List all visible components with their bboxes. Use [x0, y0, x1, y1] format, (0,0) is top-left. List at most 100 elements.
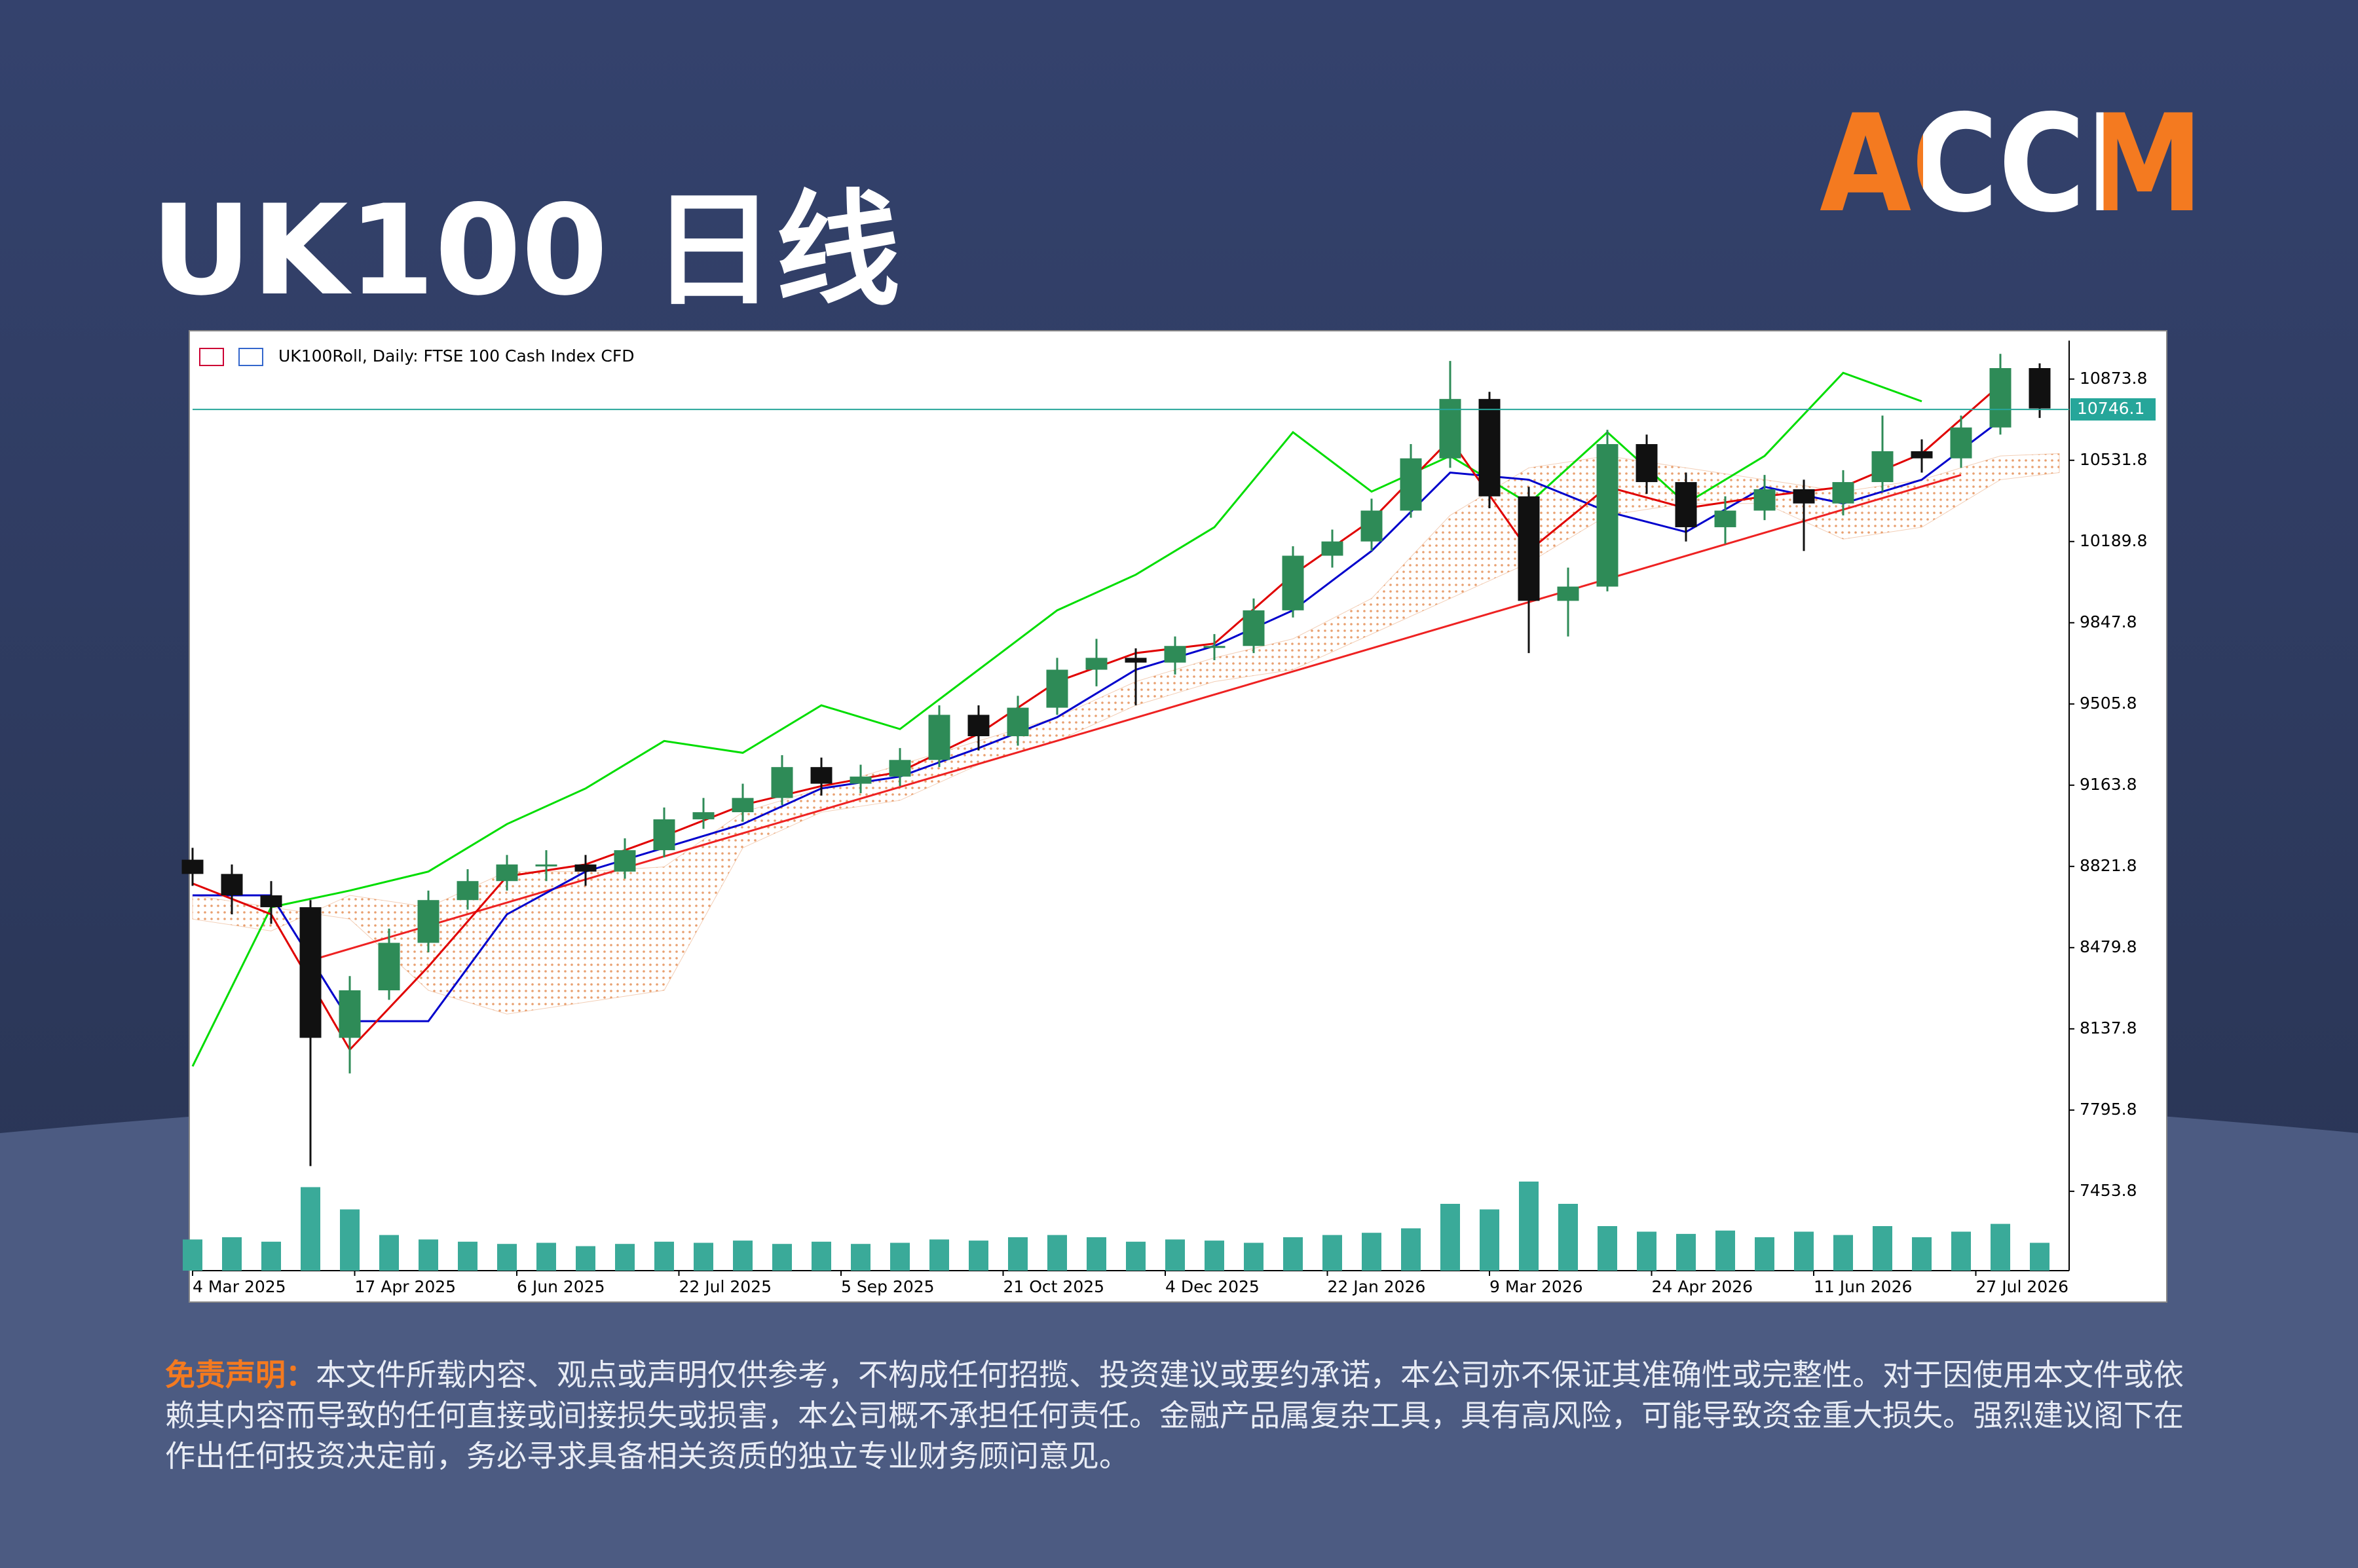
candle-body [810, 767, 833, 784]
y-tick-label: 7795.8 [2080, 1100, 2137, 1119]
candle-body [1714, 510, 1736, 527]
x-tick-label: 6 Jun 2025 [517, 1277, 605, 1296]
candle-body [1282, 555, 1304, 610]
candle-body [1753, 489, 1776, 511]
volume-bar [1322, 1235, 1342, 1271]
volume-bar [1087, 1237, 1106, 1271]
disclaimer-text: 本文件所载内容、观点或声明仅供参考，不构成任何招揽、投资建议或要约承诺，本公司亦… [165, 1357, 2184, 1474]
candle-body [850, 776, 872, 784]
volume-bar [379, 1235, 399, 1271]
candle-body [339, 990, 361, 1038]
y-tick-label: 7453.8 [2080, 1181, 2137, 1200]
candle-body [771, 767, 793, 798]
candle-body [260, 895, 282, 908]
candle-body [2029, 368, 2051, 409]
x-tick-label: 17 Apr 2025 [355, 1277, 457, 1296]
y-tick-label: 9163.8 [2080, 775, 2137, 794]
candle-body [1793, 489, 1815, 504]
disclaimer-label: 免责声明： [165, 1357, 316, 1392]
candle-body [1203, 646, 1226, 648]
logo: ACCM [1820, 86, 2203, 242]
x-tick-label: 9 Mar 2026 [1489, 1277, 1583, 1296]
x-tick-label: 22 Jan 2026 [1328, 1277, 1426, 1296]
candle-body [1675, 482, 1697, 527]
candle-body [1871, 451, 1894, 483]
candle-body [221, 874, 243, 895]
candle-body [299, 907, 322, 1038]
candle-body [1989, 368, 2012, 428]
candle-body [1557, 586, 1579, 601]
volume-bar [536, 1242, 556, 1271]
candle-body [1950, 427, 1972, 458]
chart-title: UK100Roll, Daily: FTSE 100 Cash Index CF… [278, 346, 634, 365]
page-title: UK100 日线 [151, 178, 900, 323]
candle-body [889, 760, 911, 777]
candle-body [1125, 658, 1147, 663]
volume-bar [1794, 1231, 1814, 1271]
volume-bar [340, 1209, 360, 1271]
volume-bar [1715, 1230, 1735, 1271]
volume-bar [654, 1241, 674, 1271]
volume-bar [301, 1187, 320, 1271]
volume-bar [1244, 1242, 1263, 1271]
candle-body [1085, 658, 1108, 670]
volume-bar [1598, 1226, 1617, 1271]
y-tick-label: 8821.8 [2080, 856, 2137, 875]
candle-body [1007, 707, 1029, 737]
x-tick-label: 11 Jun 2026 [1814, 1277, 1912, 1296]
candle-body [417, 900, 440, 943]
volume-bar [1951, 1231, 1971, 1271]
x-tick-label: 21 Oct 2025 [1003, 1277, 1105, 1296]
y-tick-label: 9847.8 [2080, 612, 2137, 631]
volume-bar [222, 1237, 242, 1271]
volume-bar [2030, 1242, 2049, 1271]
volume-bar [929, 1239, 949, 1271]
candle-body [378, 943, 400, 991]
x-tick-label: 24 Apr 2026 [1652, 1277, 1753, 1296]
candle-body [181, 859, 204, 874]
volume-bar [1755, 1237, 1774, 1271]
x-tick-label: 27 Jul 2026 [1976, 1277, 2069, 1296]
candle-body [732, 798, 754, 813]
volume-bar [1165, 1239, 1185, 1271]
volume-bar [1912, 1237, 1932, 1271]
candle-body [653, 819, 675, 851]
candle-body [1360, 510, 1383, 542]
volume-bar [851, 1244, 870, 1271]
candle-body [1243, 610, 1265, 646]
y-tick-label: 8479.8 [2080, 937, 2137, 956]
candle-body [1911, 451, 1933, 458]
volume-bar [1126, 1241, 1146, 1271]
volume-bar [183, 1239, 202, 1271]
volume-bar [772, 1244, 792, 1271]
candle-body [1046, 669, 1068, 708]
candle-body [1832, 482, 1854, 504]
volume-bar [576, 1246, 595, 1271]
y-tick-label: 8137.8 [2080, 1018, 2137, 1037]
candle-body [496, 864, 518, 882]
x-tick-label: 22 Jul 2025 [679, 1277, 772, 1296]
candle-body [1478, 399, 1501, 496]
candle-body [928, 715, 950, 760]
volume-bar [615, 1244, 635, 1271]
candle-body [1439, 399, 1461, 458]
volume-bar [497, 1244, 517, 1271]
y-tick-label: 10873.8 [2080, 369, 2147, 388]
volume-bar [969, 1241, 988, 1271]
candle-body [692, 812, 715, 819]
y-tick-label: 10531.8 [2080, 450, 2147, 469]
candle-body [614, 850, 636, 872]
candle-body [457, 881, 479, 901]
volume-bar [1440, 1204, 1460, 1271]
volume-bar [1873, 1226, 1892, 1271]
x-tick-label: 5 Sep 2025 [841, 1277, 935, 1296]
candle-body [1636, 444, 1658, 483]
volume-bar [1991, 1223, 2010, 1271]
volume-bar [1833, 1235, 1853, 1271]
last-price-box [2070, 398, 2156, 421]
volume-bar [1205, 1241, 1224, 1271]
volume-bar [1401, 1228, 1421, 1271]
candle-body [1164, 646, 1186, 663]
